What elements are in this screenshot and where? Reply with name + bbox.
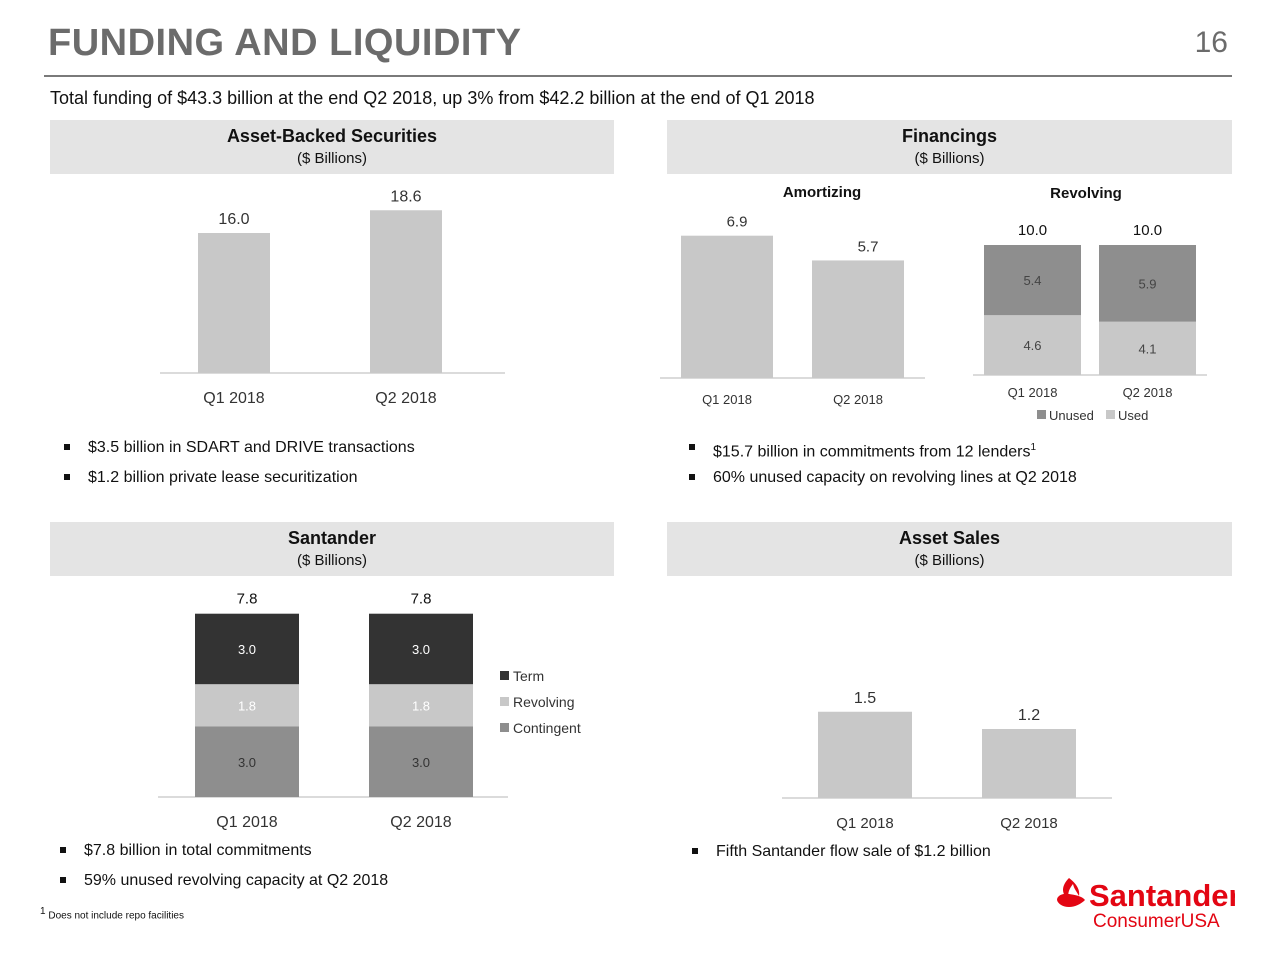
abs-header-title: Asset-Backed Securities: [226, 126, 438, 146]
legend-label: Term: [513, 668, 544, 684]
bar-segment-contingent: [369, 726, 473, 797]
bar-value-label: 1.5: [854, 690, 876, 707]
segment-value-label: 3.0: [238, 755, 256, 770]
santander-header-units: ($ Billions): [296, 552, 368, 569]
santander-header: Santander ($ Billions): [50, 522, 614, 576]
asset-sales-chart: 1.5 Q1 2018 1.2 Q2 2018: [782, 690, 1112, 832]
footnote-text: Does not include repo facilities: [48, 910, 184, 922]
financings-bullet: $15.7 billion in commitments from 12 len…: [683, 438, 1243, 468]
bar-total-label: 10.0: [1133, 222, 1162, 239]
bar-segment-term: [369, 613, 473, 685]
financings-header: Financings ($ Billions): [667, 120, 1232, 174]
legend-swatch: [500, 671, 509, 680]
bar: [982, 729, 1076, 798]
x-tick-label: Q1 2018: [216, 814, 277, 831]
page-title: FUNDING AND LIQUIDITY: [48, 22, 522, 64]
santander-chart: 3.0 1.8 3.0 7.8 Q1 2018 3.0 1.8 3.0 7.8 Q2 2018 Te…: [158, 591, 581, 831]
footnote-number: 1: [40, 906, 46, 917]
legend-swatch: [500, 697, 509, 706]
asset-sales-header-units: ($ Billions): [914, 552, 985, 569]
bar: [370, 210, 442, 373]
chart-title: Revolving: [1050, 185, 1122, 202]
bar-value-label: 1.2: [1018, 707, 1040, 724]
legend-label: Unused: [1049, 408, 1094, 423]
santander-bullets: $7.8 billion in total commitments 59% un…: [54, 841, 614, 901]
asset-sales-bullet: Fifth Santander flow sale of $1.2 billio…: [686, 842, 1246, 872]
flame-icon: [1057, 878, 1085, 907]
segment-value-label: 5.9: [1138, 276, 1156, 291]
financings-header-units: ($ Billions): [914, 150, 985, 167]
footnote: 1 Does not include repo facilities: [40, 906, 184, 921]
abs-bullet: $3.5 billion in SDART and DRIVE transact…: [58, 438, 618, 468]
santander-bullet: 59% unused revolving capacity at Q2 2018: [54, 871, 614, 901]
segment-value-label: 1.8: [412, 698, 430, 713]
bar-segment-contingent: [195, 726, 299, 797]
bar: [812, 260, 904, 378]
segment-value-label: 1.8: [238, 698, 256, 713]
bar-value-label: 18.6: [390, 188, 421, 205]
x-tick-label: Q2 2018: [1123, 385, 1173, 400]
bar-value-label: 16.0: [218, 211, 249, 228]
x-tick-label: Q1 2018: [702, 392, 752, 407]
segment-value-label: 5.4: [1023, 273, 1041, 288]
funding-summary: Total funding of $43.3 billion at the en…: [50, 88, 815, 108]
legend-swatch: [1037, 410, 1046, 419]
segment-value-label: 3.0: [412, 642, 430, 657]
segment-value-label: 3.0: [412, 755, 430, 770]
bar-value-label: 5.7: [858, 238, 879, 255]
bar-total-label: 7.8: [411, 591, 432, 608]
x-tick-label: Q2 2018: [390, 814, 451, 831]
logo-subtitle: ConsumerUSA: [1093, 911, 1220, 932]
legend-label: Revolving: [513, 694, 574, 710]
bar-segment-revolving: [195, 684, 299, 727]
santander-header-title: Santander: [287, 528, 377, 548]
bar-segment-used: [1099, 321, 1196, 375]
abs-chart: 16.0 Q1 2018 18.6 Q2 2018: [160, 188, 505, 407]
abs-bullet: $1.2 billion private lease securitizatio…: [58, 468, 618, 498]
page-number: 16: [1194, 26, 1228, 59]
logo-wordmark: Santander: [1089, 878, 1235, 913]
asset-sales-header-title: Asset Sales: [898, 528, 1001, 548]
financings-bullets: $15.7 billion in commitments from 12 len…: [683, 438, 1243, 498]
bar-segment-used: [984, 315, 1081, 375]
bar-segment-revolving: [369, 684, 473, 727]
x-tick-label: Q1 2018: [203, 390, 264, 407]
bar-segment-unused: [1099, 245, 1196, 322]
bar: [818, 711, 912, 798]
legend-swatch: [500, 723, 509, 732]
asset-sales-header: Asset Sales ($ Billions): [667, 522, 1232, 576]
bar-value-label: 6.9: [727, 214, 748, 231]
amortizing-chart: Amortizing 6.9 Q1 2018 5.7 Q2 2018: [660, 184, 925, 407]
bar: [681, 235, 773, 378]
x-tick-label: Q2 2018: [375, 390, 436, 407]
abs-header-units: ($ Billions): [296, 150, 368, 167]
revolving-chart: Revolving 4.6 5.4 10.0 Q1 2018 4.1 5.9 10.0 Q2 2…: [973, 185, 1207, 423]
santander-bullet: $7.8 billion in total commitments: [54, 841, 614, 871]
bar-total-label: 10.0: [1018, 222, 1047, 239]
x-tick-label: Q1 2018: [836, 815, 894, 832]
financings-bullet: 60% unused capacity on revolving lines a…: [683, 468, 1243, 498]
abs-header: Asset-Backed Securities ($ Billions): [50, 120, 614, 174]
financings-header-title: Financings: [901, 126, 997, 146]
legend-label: Used: [1118, 408, 1148, 423]
x-tick-label: Q2 2018: [833, 392, 883, 407]
bar: [198, 233, 270, 373]
legend-label: Contingent: [513, 720, 581, 736]
legend-swatch: [1106, 410, 1115, 419]
santander-logo: Santander ConsumerUSA: [1057, 878, 1235, 932]
bar-total-label: 7.8: [237, 591, 258, 608]
segment-value-label: 4.6: [1023, 338, 1041, 353]
segment-value-label: 4.1: [1138, 341, 1156, 356]
title-divider: [44, 75, 1232, 77]
segment-value-label: 3.0: [238, 642, 256, 657]
chart-title: Amortizing: [783, 184, 861, 201]
asset-sales-bullets: Fifth Santander flow sale of $1.2 billio…: [686, 842, 1246, 872]
bar-segment-unused: [984, 245, 1081, 316]
x-tick-label: Q1 2018: [1008, 385, 1058, 400]
x-tick-label: Q2 2018: [1000, 815, 1058, 832]
bar-segment-term: [195, 613, 299, 685]
footnote-marker: 1: [1030, 442, 1037, 453]
abs-bullets: $3.5 billion in SDART and DRIVE transact…: [58, 438, 618, 498]
